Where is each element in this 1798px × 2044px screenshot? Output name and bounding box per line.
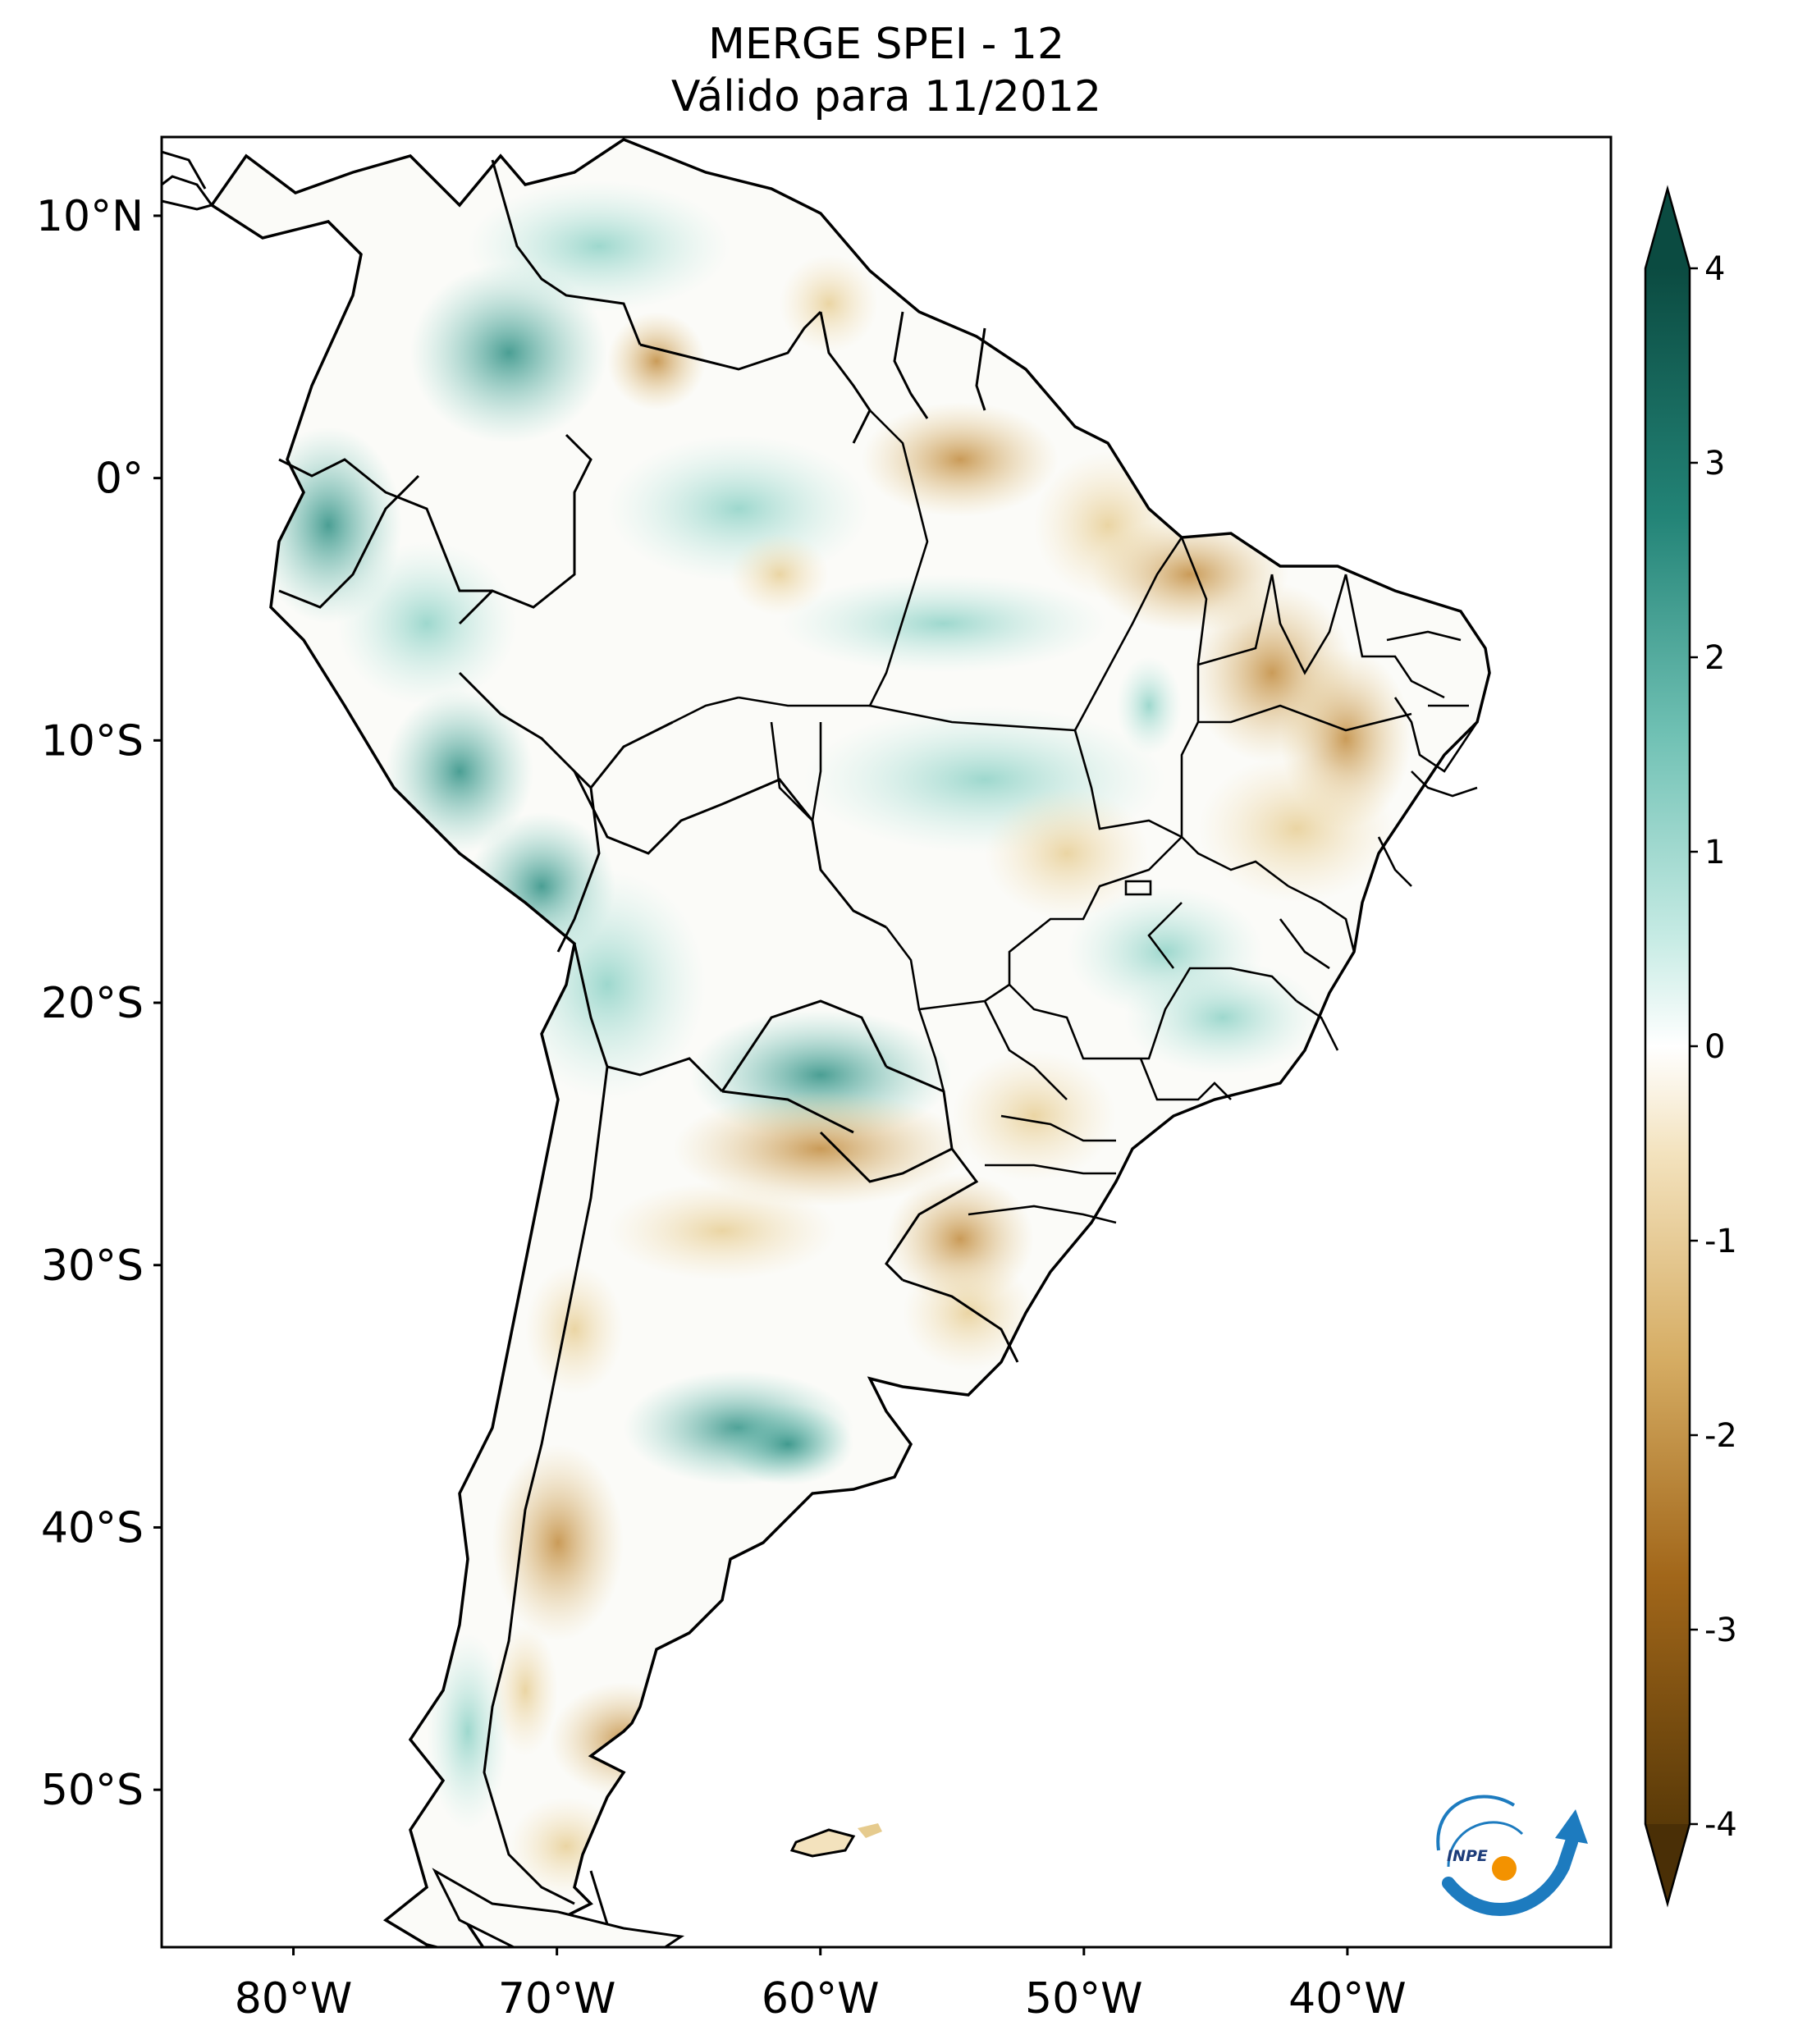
lat-tick-label: 40°S <box>41 1503 144 1552</box>
lat-tick-label: 50°S <box>41 1766 144 1815</box>
falkland-islands <box>789 1828 856 1858</box>
lat-tick-label: 0° <box>95 455 144 504</box>
colorbar-tick-label: -2 <box>1704 1417 1737 1455</box>
map-title: MERGE SPEI - 12 <box>707 20 1065 69</box>
colorbar-tick-label: 0 <box>1704 1028 1725 1066</box>
colorbar-tick-label: -4 <box>1704 1806 1737 1844</box>
lat-tick-label: 10°N <box>36 192 144 241</box>
map-subtitle: Válido para 11/2012 <box>670 72 1102 121</box>
plot-border <box>160 135 1613 1949</box>
land-shading <box>212 139 1489 1947</box>
lon-tick-label: 80°W <box>235 1974 353 2023</box>
lon-tick-label: 50°W <box>1025 1974 1143 2023</box>
lon-tick-label: 40°W <box>1288 1974 1407 2023</box>
inpe-logo: INPE <box>1436 1795 1588 1916</box>
lon-tick-label: 70°W <box>498 1974 616 2023</box>
colorbar-tick-label: 3 <box>1704 445 1725 482</box>
colorbar-tick-label: -3 <box>1704 1612 1737 1649</box>
logo-text: INPE <box>1447 1847 1488 1865</box>
longitude-axis: 80°W 70°W 60°W 50°W 40°W <box>235 1947 1407 2023</box>
lat-tick-label: 20°S <box>41 979 144 1028</box>
colorbar-tick-label: 1 <box>1704 834 1725 871</box>
tierra-del-fuego <box>432 1868 685 1947</box>
central-america-outline <box>162 175 214 211</box>
lon-tick-label: 60°W <box>762 1974 880 2023</box>
lat-tick-label: 10°S <box>41 716 144 766</box>
state-borders <box>672 409 1479 1224</box>
colorbar: 4 3 2 1 0 -1 -2 -3 -4 <box>1644 185 1737 1908</box>
colorbar-tick-label: 2 <box>1704 639 1725 677</box>
country-borders <box>278 159 1019 1905</box>
colorbar-tick-label: -1 <box>1704 1223 1737 1260</box>
lat-tick-label: 30°S <box>41 1241 144 1291</box>
latitude-axis: 10°N 0° 10°S 20°S 30°S 40°S 50°S <box>36 192 162 1815</box>
colorbar-tick-label: 4 <box>1704 250 1725 288</box>
